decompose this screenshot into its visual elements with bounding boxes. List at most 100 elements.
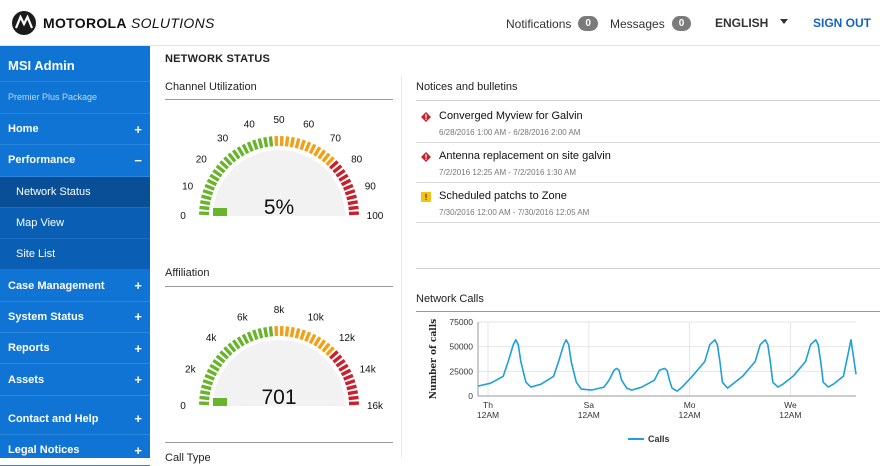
messages-count-badge: 0 (672, 16, 692, 31)
sidebar-subitem-network-status[interactable]: Network Status (0, 177, 150, 208)
notice-dates: 7/30/2016 12:00 AM - 7/30/2016 12:05 AM (439, 208, 589, 217)
gauge-segment (200, 202, 210, 204)
sidebar-item-performance[interactable]: Performance − (0, 145, 150, 176)
gauge-segment (334, 166, 342, 172)
gauge-segment (200, 207, 210, 208)
gauge-tick-label: 0 (180, 401, 186, 412)
network-calls-title: Network Calls (416, 293, 484, 305)
notifications-link[interactable]: Notifications 0 (506, 16, 598, 31)
minus-icon[interactable]: − (134, 153, 142, 168)
gauge-segment (203, 191, 213, 194)
gauge-segment (342, 180, 351, 185)
notifications-label: Notifications (506, 17, 571, 31)
gauge-segment (270, 327, 271, 337)
divider (416, 268, 880, 269)
gauge-level-bar (213, 208, 227, 216)
sidebar-item-label: Reports (8, 342, 50, 354)
gauge-segment (205, 375, 214, 379)
messages-link[interactable]: Messages 0 (610, 16, 691, 31)
gauge-segment (254, 140, 257, 150)
notice-dates: 7/2/2016 12:25 AM - 7/2/2016 1:30 AM (439, 168, 576, 177)
plus-icon[interactable]: + (134, 122, 142, 137)
chevron-down-icon[interactable] (780, 19, 788, 24)
plus-icon[interactable]: + (134, 443, 142, 458)
brand-name: MOTOROLA SOLUTIONS (43, 15, 215, 31)
gauge-segment (306, 332, 310, 341)
gauge-segment (315, 147, 320, 156)
channel-utilization-title: Channel Utilization (165, 81, 257, 93)
top-bar: MOTOROLA SOLUTIONS Notifications 0 Messa… (0, 0, 880, 46)
affiliation-value: 701 (261, 386, 296, 409)
notice-item[interactable]: Antenna replacement on site galvin 7/2/2… (416, 143, 880, 183)
gauge-tick-label: 20 (196, 155, 208, 166)
gauge-segment (327, 347, 334, 354)
sidebar-item-label: Performance (8, 154, 75, 166)
sidebar-subitem-map-view[interactable]: Map View (0, 208, 150, 239)
plus-icon[interactable]: + (134, 278, 142, 293)
gauge-tick-label: 30 (217, 133, 229, 144)
notices-title: Notices and bulletins (416, 81, 518, 93)
brand-logo[interactable]: MOTOROLA SOLUTIONS (12, 11, 215, 35)
plus-icon[interactable]: + (134, 372, 142, 387)
gauge-segment (348, 202, 358, 204)
gauge-segment (310, 145, 315, 154)
y-tick-label: 0 (468, 391, 473, 401)
x-tick-label: Sa (584, 400, 595, 410)
sidebar-item-label: Legal Notices (8, 444, 80, 456)
gauge-segment (347, 386, 357, 389)
sidebar: MSI Admin Premier Plus Package Home + Pe… (0, 46, 150, 458)
gauge-segment (238, 337, 243, 346)
gauge-tick-label: 8k (274, 305, 286, 316)
gauge-segment (210, 365, 219, 370)
notice-item[interactable]: Scheduled patchs to Zone 7/30/2016 12:00… (416, 183, 880, 223)
divider (165, 99, 393, 100)
error-icon (421, 112, 431, 122)
gauge-tick-label: 6k (237, 312, 249, 323)
sidebar-item-reports[interactable]: Reports + (0, 333, 150, 364)
sidebar-item-contact-help[interactable]: Contact and Help + (0, 404, 150, 435)
gauge-segment (210, 175, 219, 180)
sidebar-item-label: Assets (8, 374, 44, 386)
gauge-tick-label: 10 (182, 181, 194, 192)
sidebar-item-system-status[interactable]: System Status + (0, 302, 150, 333)
gauge-tick-label: 14k (360, 364, 377, 375)
gauge-segment (225, 347, 232, 354)
gauge-segment (349, 207, 359, 208)
sidebar-item-assets[interactable]: Assets + (0, 364, 150, 395)
gauge-segment (233, 340, 239, 348)
affiliation-title: Affiliation (165, 267, 209, 279)
language-select[interactable]: ENGLISH (715, 16, 768, 30)
sidebar-item-legal-notices[interactable]: Legal Notices + (0, 435, 150, 466)
x-tick-label: 12AM (779, 410, 801, 420)
plus-icon[interactable]: + (134, 309, 142, 324)
sign-out-link[interactable]: SIGN OUT (813, 16, 871, 30)
sidebar-item-label: Home (8, 123, 39, 135)
notice-title: Converged Myview for Galvin (439, 110, 583, 122)
gauge-segment (315, 337, 320, 346)
divider (416, 311, 880, 312)
sidebar-item-home[interactable]: Home + (0, 114, 150, 145)
plus-icon[interactable]: + (134, 341, 142, 356)
notifications-count-badge: 0 (578, 16, 598, 31)
gauge-segment (217, 166, 225, 172)
sidebar-subitem-site-list[interactable]: Site List (0, 239, 150, 270)
gauge-segment (323, 344, 329, 352)
gauge-tick-label: 4k (206, 333, 218, 344)
gauge-segment (213, 360, 221, 366)
gauge-segment (243, 335, 248, 344)
plus-icon[interactable]: + (134, 411, 142, 426)
gauge-segment (345, 381, 355, 384)
gauge-segment (259, 329, 262, 339)
y-axis-label: Number of calls (429, 319, 439, 399)
gauge-segment (344, 185, 353, 189)
notices-list: Converged Myview for Galvin 6/28/2016 1:… (416, 103, 880, 223)
channel-utilization-value: 5% (264, 196, 294, 219)
notice-item[interactable]: Converged Myview for Galvin 6/28/2016 1:… (416, 103, 880, 143)
y-tick-label: 75000 (449, 317, 473, 327)
sidebar-item-label: Contact and Help (8, 413, 98, 425)
notice-title: Scheduled patchs to Zone (439, 190, 567, 202)
sidebar-item-case-management[interactable]: Case Management + (0, 270, 150, 301)
